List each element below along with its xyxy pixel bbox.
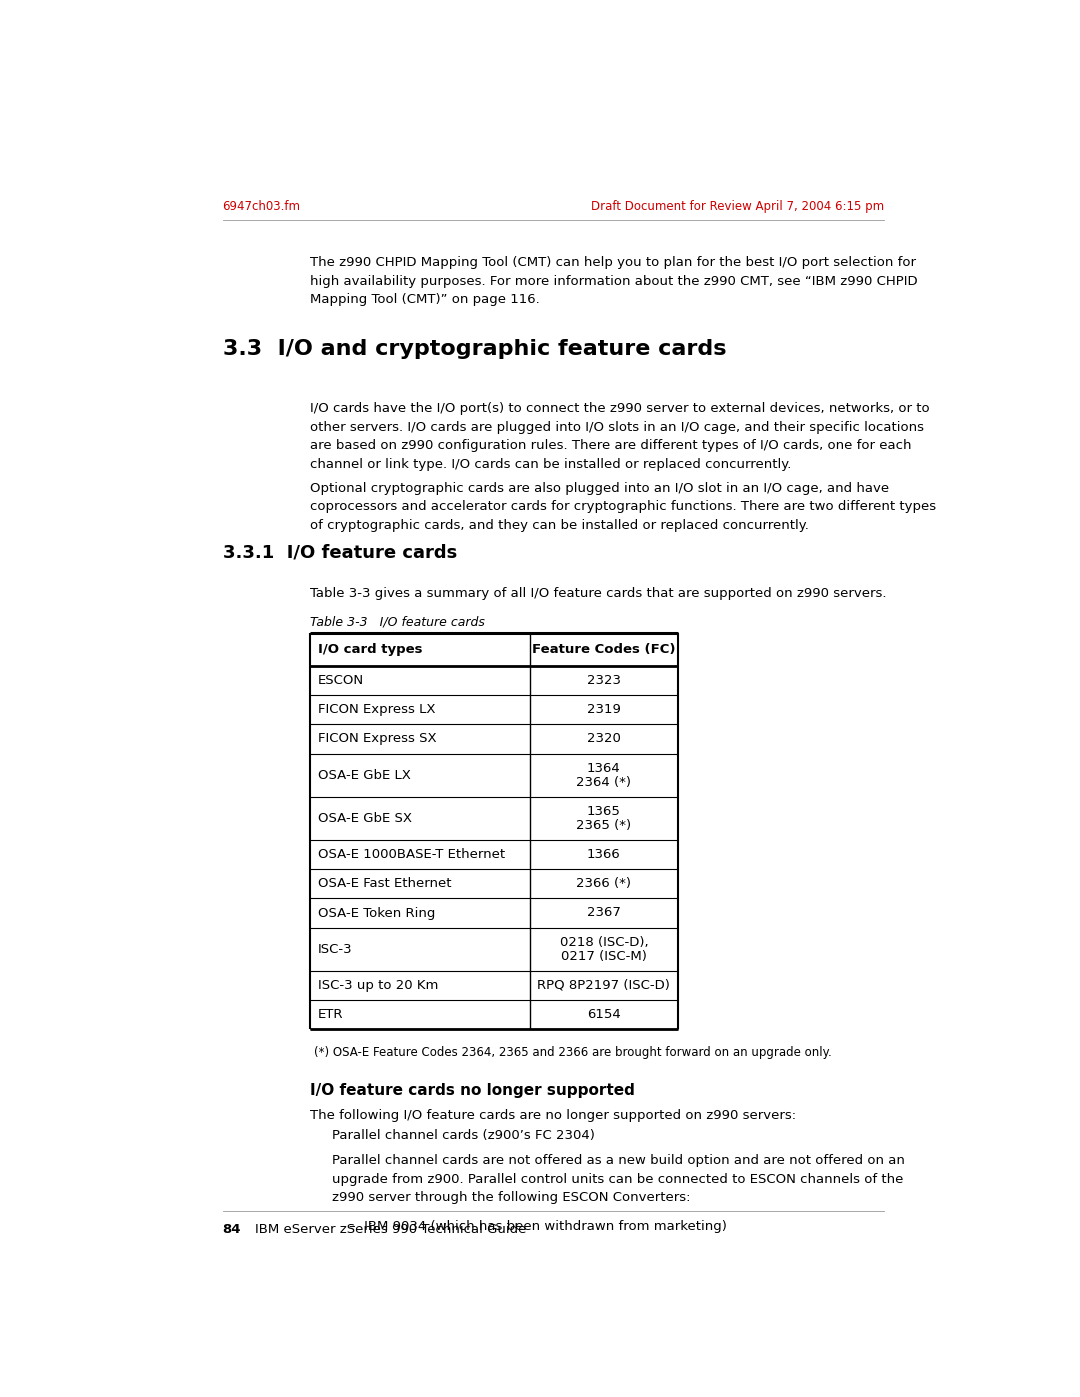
Text: 2365 (*): 2365 (*): [577, 819, 632, 831]
Text: 6154: 6154: [588, 1009, 621, 1021]
Text: Draft Document for Review April 7, 2004 6:15 pm: Draft Document for Review April 7, 2004 …: [592, 200, 885, 212]
Text: I/O cards have the I/O port(s) to connect the z990 server to external devices, n: I/O cards have the I/O port(s) to connec…: [310, 402, 930, 471]
Text: RPQ 8P2197 (ISC-D): RPQ 8P2197 (ISC-D): [538, 979, 671, 992]
Text: 3.3  I/O and cryptographic feature cards: 3.3 I/O and cryptographic feature cards: [222, 338, 726, 359]
Text: Optional cryptographic cards are also plugged into an I/O slot in an I/O cage, a: Optional cryptographic cards are also pl…: [310, 482, 936, 532]
Text: 1365: 1365: [586, 805, 621, 817]
Text: The following I/O feature cards are no longer supported on z990 servers:: The following I/O feature cards are no l…: [310, 1109, 796, 1122]
Text: 6947ch03.fm: 6947ch03.fm: [222, 200, 300, 212]
Text: I/O card types: I/O card types: [318, 643, 422, 657]
Text: 2367: 2367: [586, 907, 621, 919]
Text: Parallel channel cards (z900’s FC 2304): Parallel channel cards (z900’s FC 2304): [332, 1129, 595, 1143]
Text: 1364: 1364: [588, 761, 621, 775]
Text: Feature Codes (FC): Feature Codes (FC): [532, 643, 676, 657]
Text: OSA-E Token Ring: OSA-E Token Ring: [318, 907, 435, 919]
Text: Table 3-3 gives a summary of all I/O feature cards that are supported on z990 se: Table 3-3 gives a summary of all I/O fea…: [310, 587, 887, 599]
Text: FICON Express SX: FICON Express SX: [318, 732, 436, 746]
Text: ESCON: ESCON: [318, 673, 364, 687]
Text: OSA-E 1000BASE-T Ethernet: OSA-E 1000BASE-T Ethernet: [318, 848, 505, 861]
Text: OSA-E Fast Ethernet: OSA-E Fast Ethernet: [318, 877, 451, 890]
Text: 0218 (ISC-D),: 0218 (ISC-D),: [559, 936, 648, 949]
Text: Table 3-3   I/O feature cards: Table 3-3 I/O feature cards: [310, 616, 485, 629]
Text: 3.3.1  I/O feature cards: 3.3.1 I/O feature cards: [222, 543, 457, 562]
Text: OSA-E GbE LX: OSA-E GbE LX: [318, 768, 410, 782]
Text: 2319: 2319: [586, 703, 621, 717]
Text: Parallel channel cards are not offered as a new build option and are not offered: Parallel channel cards are not offered a…: [332, 1154, 905, 1204]
Text: –  IBM 9034 (which has been withdrawn from marketing): – IBM 9034 (which has been withdrawn fro…: [349, 1220, 727, 1234]
Text: ISC-3 up to 20 Km: ISC-3 up to 20 Km: [318, 979, 438, 992]
Text: 2364 (*): 2364 (*): [577, 775, 632, 788]
Text: 2320: 2320: [586, 732, 621, 746]
Text: FICON Express LX: FICON Express LX: [318, 703, 435, 717]
Text: OSA-E GbE SX: OSA-E GbE SX: [318, 812, 411, 824]
Text: ISC-3: ISC-3: [318, 943, 352, 956]
Text: (*) OSA-E Feature Codes 2364, 2365 and 2366 are brought forward on an upgrade on: (*) OSA-E Feature Codes 2364, 2365 and 2…: [314, 1046, 832, 1059]
Text: 2323: 2323: [586, 673, 621, 687]
Text: I/O feature cards no longer supported: I/O feature cards no longer supported: [310, 1083, 635, 1098]
Text: IBM eServer zSeries 990 Technical Guide: IBM eServer zSeries 990 Technical Guide: [255, 1222, 527, 1235]
Text: 84: 84: [222, 1222, 241, 1235]
Text: ETR: ETR: [318, 1009, 343, 1021]
Text: The z990 CHPID Mapping Tool (CMT) can help you to plan for the best I/O port sel: The z990 CHPID Mapping Tool (CMT) can he…: [310, 256, 918, 306]
Text: 2366 (*): 2366 (*): [577, 877, 632, 890]
Text: 1366: 1366: [588, 848, 621, 861]
Text: 0217 (ISC-M): 0217 (ISC-M): [561, 950, 647, 963]
